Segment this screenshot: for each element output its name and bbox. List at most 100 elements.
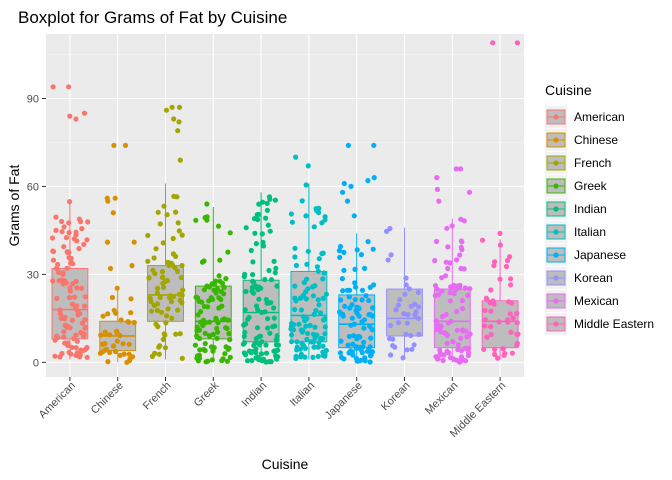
- data-point: [288, 323, 294, 329]
- data-point: [156, 344, 162, 350]
- data-point: [223, 276, 229, 282]
- data-point: [502, 350, 508, 357]
- data-point: [254, 325, 261, 331]
- data-point: [198, 319, 204, 325]
- data-point: [105, 359, 111, 365]
- data-point: [112, 348, 119, 355]
- data-point: [298, 354, 304, 360]
- data-point: [444, 340, 450, 346]
- data-point: [393, 307, 399, 313]
- data-point: [488, 287, 494, 293]
- outlier-point: [348, 183, 354, 189]
- data-point: [66, 249, 72, 256]
- data-point: [458, 348, 464, 354]
- data-point: [162, 278, 168, 284]
- data-point: [126, 351, 132, 357]
- data-point: [263, 215, 269, 221]
- data-point: [225, 346, 231, 352]
- data-point: [359, 297, 365, 303]
- data-point: [149, 353, 155, 359]
- data-point: [351, 321, 357, 327]
- data-point: [491, 263, 497, 269]
- data-point: [338, 297, 344, 303]
- data-point: [444, 225, 450, 231]
- data-point: [153, 246, 159, 252]
- outlier-point: [344, 198, 351, 204]
- outlier-point: [110, 210, 116, 216]
- data-point: [177, 331, 183, 337]
- data-point: [241, 274, 247, 280]
- data-point: [274, 283, 280, 289]
- data-point: [68, 260, 74, 266]
- data-point: [159, 269, 165, 275]
- legend-item-chinese: Chinese: [545, 129, 618, 151]
- data-point: [265, 325, 271, 331]
- data-point: [66, 220, 72, 226]
- data-point: [406, 286, 412, 292]
- data-point: [50, 248, 57, 255]
- data-point: [175, 307, 181, 313]
- data-point: [120, 341, 126, 347]
- outlier-point: [112, 195, 118, 201]
- data-point: [508, 282, 514, 288]
- data-point: [364, 348, 371, 354]
- data-point: [491, 301, 497, 307]
- data-point: [304, 336, 310, 342]
- data-point: [273, 348, 279, 354]
- data-point: [170, 235, 176, 242]
- data-point: [248, 247, 254, 254]
- data-point: [253, 241, 259, 247]
- data-point: [79, 226, 85, 232]
- data-point: [52, 353, 58, 359]
- legend-key-point: [553, 160, 559, 166]
- x-tick-label: Greek: [192, 379, 222, 409]
- data-point: [113, 329, 120, 335]
- data-point: [482, 307, 488, 313]
- data-point: [208, 295, 214, 301]
- data-point: [63, 235, 69, 241]
- data-point: [243, 225, 249, 231]
- data-point: [444, 348, 450, 354]
- data-point: [195, 312, 201, 318]
- data-point: [107, 332, 113, 338]
- data-point: [508, 329, 514, 335]
- data-point: [310, 354, 316, 360]
- legend-key-point: [553, 137, 559, 143]
- data-point: [294, 344, 300, 350]
- data-point: [437, 351, 443, 357]
- data-point: [155, 209, 161, 215]
- data-point: [459, 298, 465, 304]
- legend-item-indian: Indian: [545, 198, 607, 220]
- data-point: [323, 291, 329, 297]
- data-point: [57, 354, 63, 360]
- data-point: [153, 321, 159, 327]
- outlier-point: [111, 142, 117, 148]
- data-point: [107, 349, 113, 356]
- data-point: [405, 312, 411, 318]
- points-italian: [288, 154, 329, 361]
- data-point: [433, 326, 439, 333]
- data-point: [251, 342, 257, 348]
- data-point: [361, 339, 367, 345]
- outlier-point: [490, 40, 496, 46]
- data-point: [154, 290, 160, 296]
- data-point: [160, 336, 166, 342]
- data-point: [347, 287, 353, 293]
- outlier-point: [436, 198, 442, 204]
- outlier-point: [434, 186, 440, 192]
- data-point: [361, 325, 367, 331]
- data-point: [170, 251, 176, 257]
- data-point: [304, 316, 310, 322]
- data-point: [216, 273, 222, 279]
- data-point: [226, 331, 232, 337]
- data-point: [179, 292, 185, 298]
- data-point: [267, 330, 273, 336]
- data-point: [274, 356, 280, 362]
- data-point: [402, 291, 408, 297]
- data-point: [215, 329, 221, 335]
- outlier-point: [50, 84, 56, 90]
- data-point: [316, 302, 322, 308]
- data-point: [432, 258, 438, 264]
- data-point: [272, 197, 278, 203]
- data-point: [289, 219, 295, 225]
